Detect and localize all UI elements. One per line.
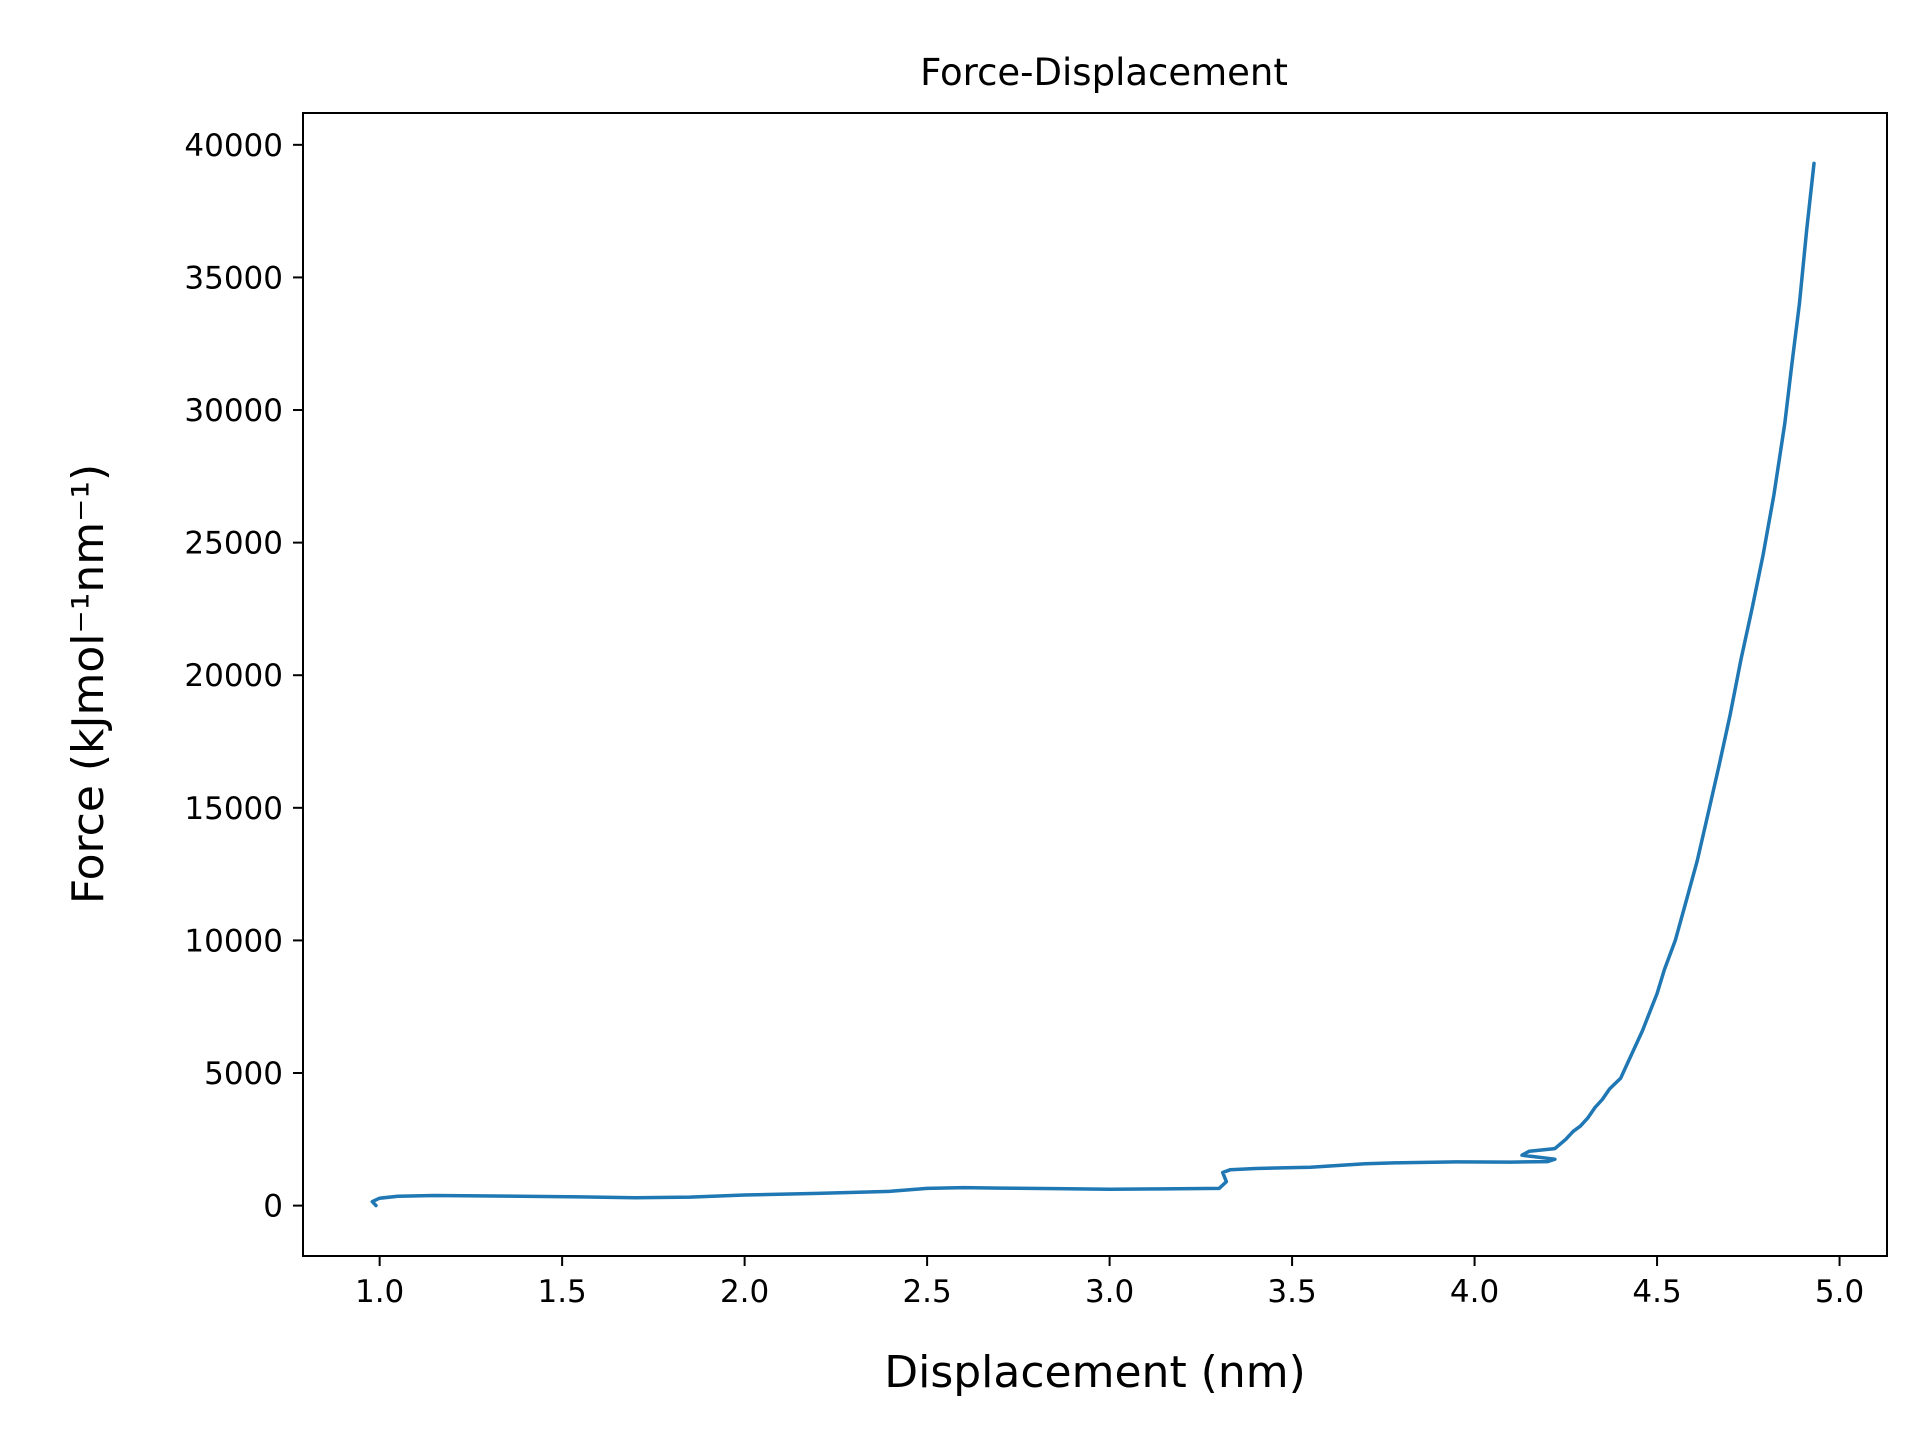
y-tick-label: 30000	[184, 393, 283, 429]
y-tick-label: 40000	[184, 128, 283, 164]
y-tick-label: 15000	[184, 791, 283, 827]
y-axis: 0 5000 10000 15000 20000 25000 30000 35000 40000	[184, 128, 303, 1225]
x-tick-label: 4.0	[1450, 1274, 1499, 1310]
x-tick-label: 5.0	[1815, 1274, 1864, 1310]
x-tick-label: 2.0	[720, 1274, 769, 1310]
x-tick-label: 3.5	[1267, 1274, 1316, 1310]
plot-frame	[302, 112, 1888, 1257]
plot-area	[370, 161, 1816, 1208]
x-tick-label: 3.0	[1085, 1274, 1134, 1310]
x-tick-label: 1.5	[537, 1274, 586, 1310]
y-tick-label: 35000	[184, 260, 283, 296]
y-tick-label: 0	[263, 1189, 283, 1225]
x-tick-label: 4.5	[1632, 1274, 1681, 1310]
x-axis-label: Displacement (nm)	[884, 1347, 1306, 1398]
y-tick-label: 5000	[204, 1056, 283, 1092]
chart-title: Force-Displacement	[920, 51, 1288, 94]
x-axis: 1.0 1.5 2.0 2.5 3.0 3.5 4.0 4.5 5.0	[355, 1256, 1864, 1310]
y-tick-label: 20000	[184, 658, 283, 694]
series-line	[370, 161, 1816, 1208]
y-tick-label: 10000	[184, 923, 283, 959]
y-tick-label: 25000	[184, 526, 283, 562]
y-axis-label: Force (kJmol⁻¹nm⁻¹)	[63, 464, 114, 904]
x-tick-label: 2.5	[902, 1274, 951, 1310]
x-tick-label: 1.0	[355, 1274, 404, 1310]
